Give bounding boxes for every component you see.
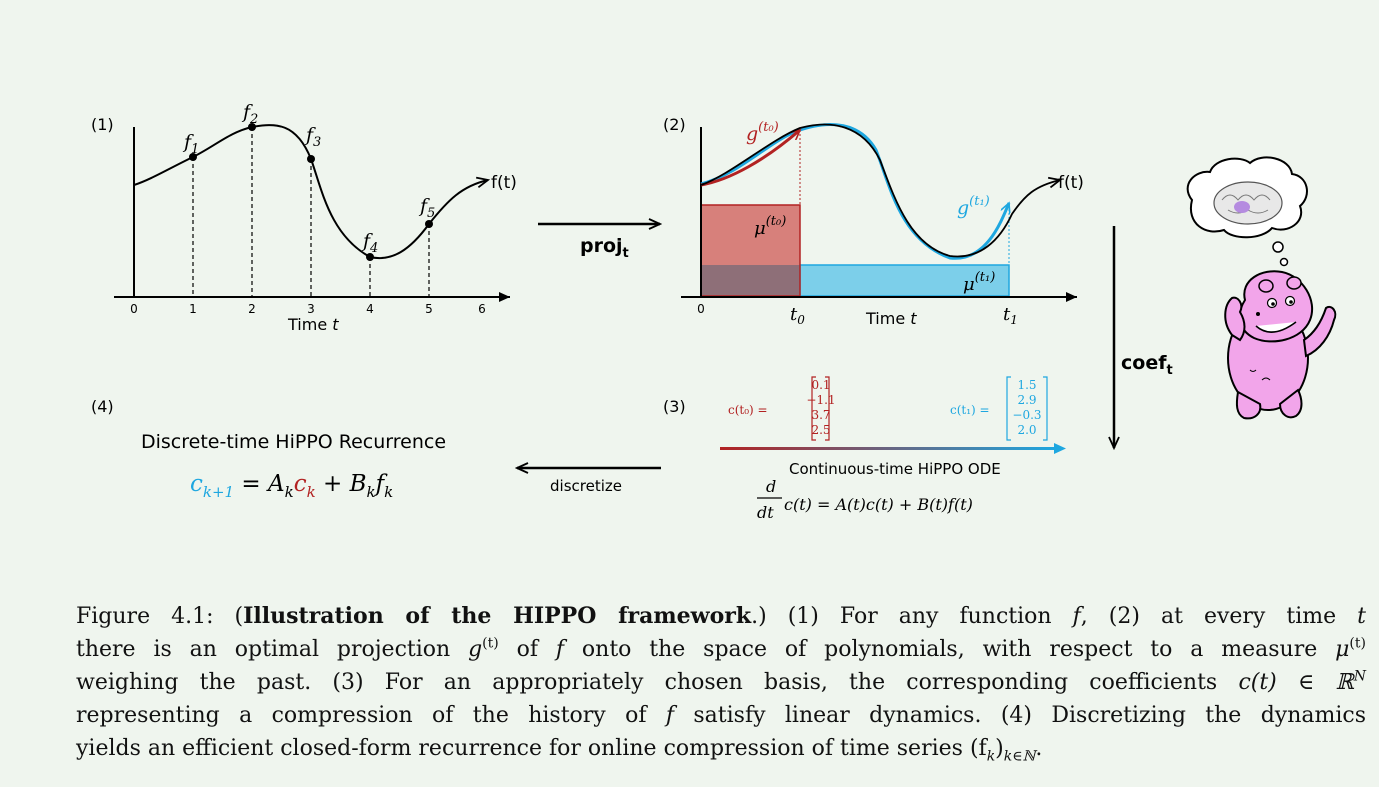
- brain-highlight: [1234, 201, 1250, 213]
- sample-label-2: f2: [241, 101, 258, 127]
- c-t0-value: 0.1: [811, 378, 830, 392]
- panel-2-function-curve: [700, 123, 1060, 258]
- panel-4-title: Discrete-time HiPPO Recurrence: [141, 431, 446, 453]
- c-t1-value: 2.9: [1017, 393, 1036, 407]
- sample-point-2: [248, 123, 256, 131]
- caption-line-1: Figure 4.1: (Illustration of the HIPPO f…: [76, 603, 1367, 629]
- panel-3: (3) c(t₀) = 0.1 −1.1 3.7 2.5 c(t₁) = 1.5…: [663, 376, 1066, 522]
- ode-d: d: [766, 477, 776, 496]
- hippo-leg: [1235, 390, 1262, 420]
- c-t1-value: 1.5: [1017, 378, 1036, 392]
- thought-dot: [1279, 257, 1289, 267]
- tick-5: 5: [425, 302, 433, 316]
- sample-point-1: [189, 153, 197, 161]
- panel-2: (2) g(t₀) g(t₁) μ(t₀) μ(t₁) f(t) 0 t0 t1…: [663, 115, 1084, 328]
- panel-3-label: (3): [663, 397, 686, 416]
- caption-line-5: yields an efficient closed-form recurren…: [76, 736, 1043, 765]
- caption-line-3: weighing the past. (3) For an appropriat…: [76, 668, 1366, 695]
- panel-4-label: (4): [91, 397, 114, 416]
- hippo-framework-figure: (1) f1 f2 f3 f4 f5 f(t) 0 1 2 3 4 5 6 Ti…: [91, 101, 1337, 522]
- coef-arrow: coeft: [1114, 226, 1173, 448]
- time-gradient-arrowhead: [1054, 443, 1066, 454]
- c-t1-value: 2.0: [1017, 423, 1036, 437]
- c-t0-value: −1.1: [806, 393, 835, 407]
- panel-3-title: Continuous-time HiPPO ODE: [789, 460, 1001, 478]
- panel-2-x-label: Time t: [865, 309, 917, 328]
- sample-label-5: f5: [418, 195, 435, 221]
- panel-1-label: (1): [91, 115, 114, 134]
- panel-2-label: (2): [663, 115, 686, 134]
- c-t1-bracket-right: [1043, 376, 1048, 441]
- sample-label-1: f1: [182, 131, 199, 157]
- c-t0-label: c(t₀) =: [728, 403, 768, 417]
- tick-6: 6: [478, 302, 486, 316]
- hippo-pupil: [1289, 300, 1293, 304]
- sample-point-4: [366, 253, 374, 261]
- sample-point-3: [307, 155, 315, 163]
- mu-t0-label: μ(t₀): [754, 214, 786, 239]
- sample-label-4: f4: [361, 230, 378, 256]
- hippo-mouth: [1255, 321, 1297, 333]
- ode-dt: dt: [757, 503, 774, 522]
- hippo-pupil: [1271, 302, 1275, 306]
- hippo-thinking-icon: [1186, 156, 1337, 420]
- hippo-belly-marks: [1249, 369, 1271, 381]
- c-t1-value: −0.3: [1012, 408, 1041, 422]
- discretize-arrow: discretize: [517, 468, 661, 495]
- c-t1-label: c(t₁) =: [950, 403, 990, 417]
- c-t0-value: 3.7: [811, 408, 830, 422]
- tick-0: 0: [130, 302, 138, 316]
- hippo-left-arm: [1224, 296, 1246, 342]
- coef-label: coeft: [1121, 352, 1173, 378]
- c-t1-bracket-left: [1006, 376, 1011, 441]
- time-gradient-arrow: [720, 447, 1056, 450]
- sample-label-3: f3: [304, 124, 321, 150]
- recurrence-equation: ck+1 = Akck + Bkfk: [190, 471, 393, 501]
- caption-line-2: there is an optimal projection g(t) of f…: [76, 635, 1366, 662]
- thought-dot: [1272, 241, 1284, 253]
- g-t0-label: g(t₀): [746, 120, 779, 145]
- panel-1-curve-label: f(t): [491, 173, 517, 193]
- discretize-label: discretize: [550, 477, 622, 495]
- proj-arrow: projt: [538, 224, 660, 261]
- g-t1-label: g(t₁): [957, 194, 990, 219]
- measure-overlap: [701, 265, 800, 296]
- c-t0-value: 2.5: [811, 423, 830, 437]
- sample-point-5: [425, 220, 433, 228]
- proj-label: projt: [580, 235, 629, 261]
- projection-g-t0: [700, 130, 800, 187]
- tick-4: 4: [366, 302, 374, 316]
- caption-line-4: representing a compression of the histor…: [76, 703, 1366, 728]
- t1-tick-label: t1: [1003, 304, 1018, 327]
- figure-caption: Figure 4.1: (Illustration of the HIPPO f…: [76, 600, 1366, 765]
- tick-2: 2: [248, 302, 256, 316]
- panel-1-x-label: Time t: [287, 315, 339, 334]
- hippo-ear: [1258, 279, 1274, 293]
- caption-bold-title: Illustration of the HIPPO framework: [243, 603, 752, 629]
- brain-icon: [1213, 181, 1283, 225]
- hippo-nostril: [1256, 312, 1260, 316]
- c-t0-bracket-left: [811, 376, 816, 441]
- tick-1: 1: [189, 302, 197, 316]
- panel-2-tick-0: 0: [697, 302, 705, 316]
- panel-1: (1) f1 f2 f3 f4 f5 f(t) 0 1 2 3 4 5 6 Ti…: [91, 101, 517, 334]
- c-t0-bracket-right: [825, 376, 830, 441]
- hippo-leg: [1278, 388, 1303, 419]
- panel-4: (4) Discrete-time HiPPO Recurrence ck+1 …: [91, 397, 446, 501]
- hippo-right-arm: [1302, 306, 1337, 358]
- panel-2-curve-label: f(t): [1058, 173, 1084, 193]
- mu-t1-label: μ(t₁): [963, 270, 995, 295]
- tick-3: 3: [307, 302, 315, 316]
- ode-rhs: c(t) = A(t)c(t) + B(t)f(t): [784, 495, 973, 514]
- t0-tick-label: t0: [790, 304, 805, 327]
- hippo-ear: [1286, 276, 1302, 290]
- measure-mu-t1: [799, 264, 1010, 297]
